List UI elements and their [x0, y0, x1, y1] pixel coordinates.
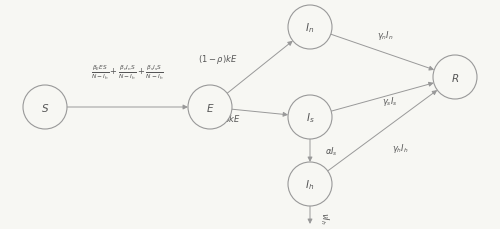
- Circle shape: [288, 162, 332, 206]
- Text: $\nu I_h$: $\nu I_h$: [318, 211, 330, 223]
- Text: $I_s$: $I_s$: [306, 111, 314, 124]
- Circle shape: [288, 95, 332, 139]
- Text: $\frac{\beta_E ES}{N-I_h} + \frac{\beta_n I_n S}{N-I_h} + \frac{\beta_s I_s S}{N: $\frac{\beta_E ES}{N-I_h} + \frac{\beta_…: [90, 63, 164, 82]
- Text: $\gamma_h I_h$: $\gamma_h I_h$: [392, 141, 408, 154]
- Circle shape: [188, 86, 232, 129]
- Circle shape: [288, 6, 332, 50]
- Text: $\rho kE$: $\rho kE$: [222, 113, 240, 126]
- Text: $\gamma_s I_s$: $\gamma_s I_s$: [382, 95, 398, 108]
- Text: $I_h$: $I_h$: [306, 177, 314, 191]
- Text: $R$: $R$: [451, 72, 459, 84]
- Text: $\alpha I_s$: $\alpha I_s$: [325, 145, 338, 158]
- Circle shape: [23, 86, 67, 129]
- Text: $I_n$: $I_n$: [306, 21, 314, 35]
- Text: $E$: $E$: [206, 101, 214, 114]
- Text: $S$: $S$: [41, 101, 49, 114]
- Circle shape: [433, 56, 477, 100]
- Text: $(1-\rho)kE$: $(1-\rho)kE$: [198, 53, 238, 66]
- Text: $\gamma_n I_n$: $\gamma_n I_n$: [376, 29, 394, 42]
